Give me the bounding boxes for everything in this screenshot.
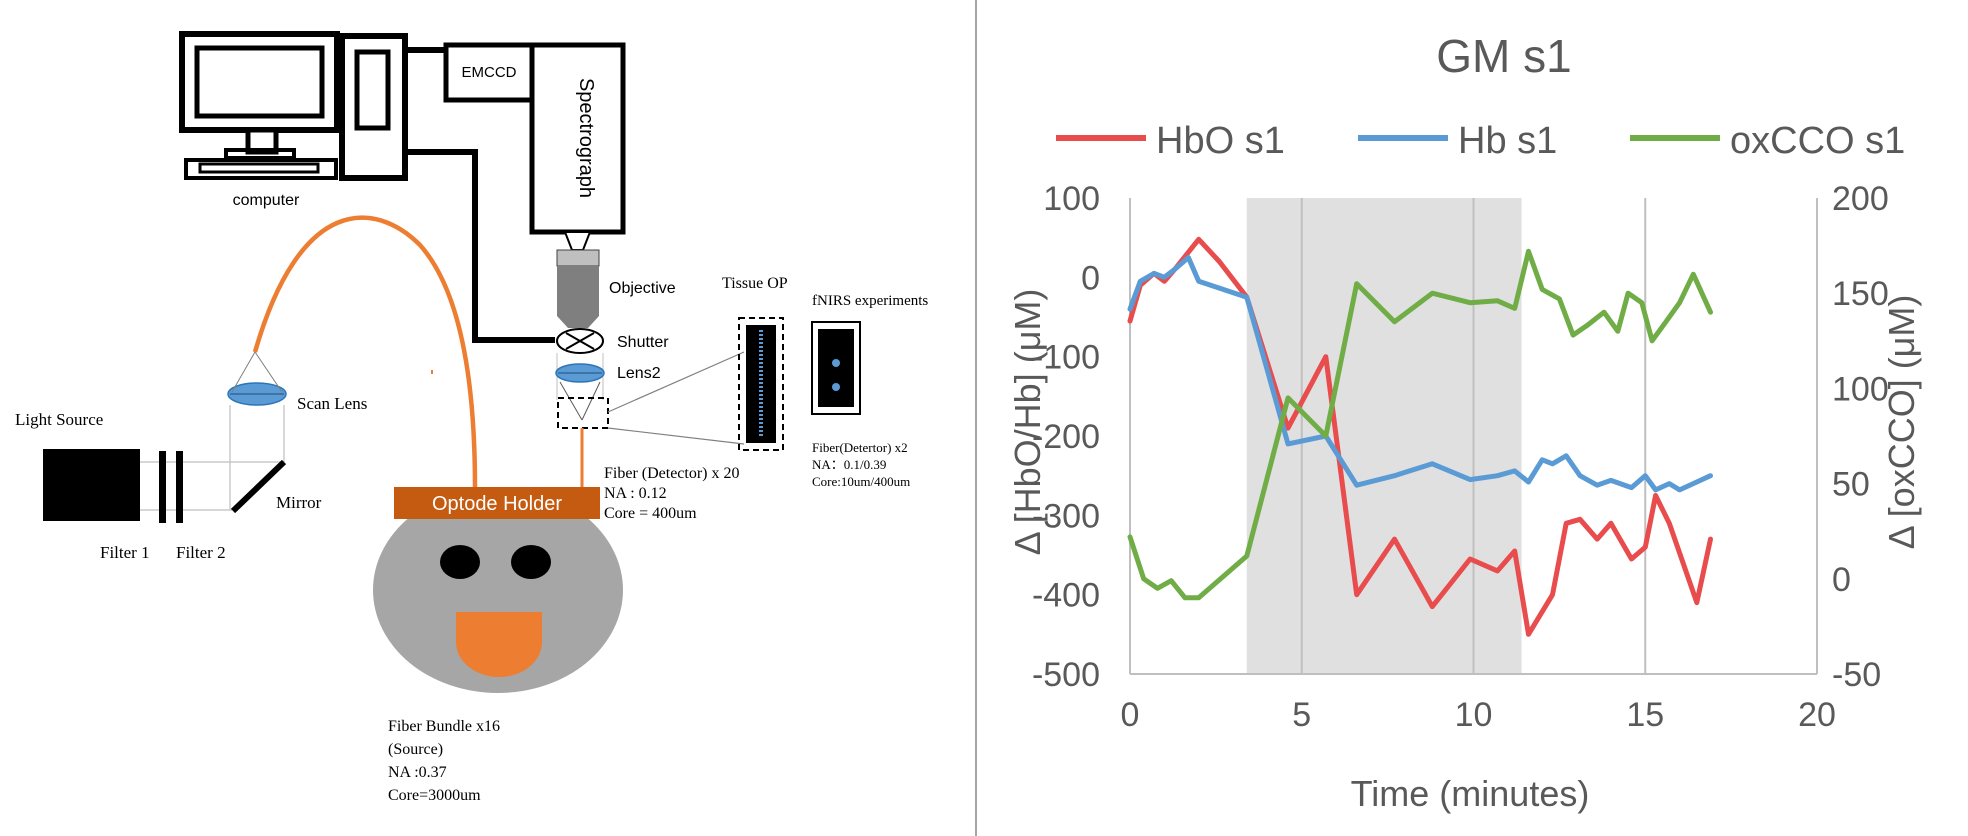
legend-label-hbo: HbO s1 [1156, 120, 1285, 162]
x-tick-label: 10 [1455, 696, 1493, 734]
scan-lens-ray [254, 351, 283, 393]
mirror-icon [230, 459, 287, 514]
fiber-bundle-line: Core=3000um [388, 787, 481, 804]
tissue-op-dashed-box [738, 317, 784, 451]
scan-lens-label: Scan Lens [297, 394, 367, 413]
head-icon [373, 487, 623, 693]
fiber-detector2-line: NA：0.1/0.39 [812, 457, 886, 472]
focus-ray [559, 381, 583, 421]
fnirs-label: fNIRS experiments [812, 293, 928, 309]
lens2-label: Lens2 [617, 365, 661, 382]
chart: GM s1 HbO s1 Hb s1 oxCCO s1 0 5 10 15 20 100 0… [1007, 30, 1922, 814]
fiber-tip-zoom-box [557, 397, 609, 429]
emccd-label: EMCCD [462, 64, 517, 81]
fnirs-probe-icon [818, 329, 854, 407]
y-tick-label-left: -500 [1032, 656, 1100, 694]
computer-tower-icon [339, 33, 408, 181]
stimulus-shaded-region [1246, 198, 1522, 674]
shutter-label: Shutter [617, 334, 669, 351]
chart-title: GM s1 [1436, 30, 1571, 82]
legend-label-oxcco: oxCCO s1 [1730, 120, 1905, 162]
filter-2-label: Filter 2 [176, 543, 226, 562]
focus-ray [581, 381, 601, 421]
y-tick-label-left: -300 [1032, 497, 1100, 535]
y-tick-label-right: 100 [1832, 370, 1889, 408]
scan-lens-ray [231, 351, 256, 393]
objective-icon [556, 249, 600, 328]
fiber-detector-line: Fiber (Detector) x 20 [604, 465, 740, 482]
source-fiber-bundle [252, 215, 478, 489]
tissue-op-probe-icon [746, 325, 776, 443]
x-tick-label: 5 [1292, 696, 1311, 734]
computer-label: computer [233, 192, 300, 209]
x-axis-label: Time (minutes) [1351, 773, 1590, 814]
y-tick-label-right: 0 [1832, 561, 1851, 599]
computer-monitor-icon [179, 31, 340, 160]
y-axis-label-right: Δ [oxCCO] (μM) [1881, 295, 1922, 550]
series-line-hbo [1127, 236, 1713, 637]
x-tick-label: 0 [1121, 696, 1140, 734]
lens2-icon [555, 363, 605, 383]
y-tick-label-right: 200 [1832, 180, 1889, 218]
x-tick-label: 15 [1626, 696, 1664, 734]
optode-holder [394, 487, 600, 519]
y-tick-label-left: -100 [1032, 339, 1100, 377]
x-tick-label: 20 [1798, 696, 1836, 734]
legend-label-hb: Hb s1 [1458, 120, 1557, 162]
y-tick-label-left: 0 [1081, 259, 1100, 297]
light-source-box [43, 449, 140, 521]
setup-diagram: computer EMCCD Spectrograph Objective Sh… [15, 31, 928, 804]
series-line-oxcco [1127, 248, 1713, 601]
tissue-op-label: Tissue OP [722, 275, 788, 292]
fiber-bundle-line: Fiber Bundle x16 [388, 718, 500, 735]
zoom-line [607, 351, 745, 413]
y-tick-label-left: -400 [1032, 577, 1100, 615]
series-line-hb [1127, 255, 1713, 493]
y-tick-label-right: 150 [1832, 275, 1889, 313]
y-tick-label-left: 100 [1043, 180, 1100, 218]
fiber-detector-line: Core = 400um [604, 505, 697, 522]
y-axis-label-left: Δ [HbO/Hb] (μM) [1007, 289, 1048, 556]
filter-1-icon [159, 451, 166, 523]
objective-label: Objective [609, 280, 676, 297]
legend: HbO s1 Hb s1 oxCCO s1 [1056, 120, 1905, 162]
y-tick-label-left: -200 [1032, 418, 1100, 456]
shutter-icon [556, 328, 604, 354]
zoom-line [607, 427, 745, 445]
fiber-detector2-line: Core:10um/400um [812, 474, 910, 489]
fiber-bundle-line: NA :0.37 [388, 764, 447, 781]
spectrograph-cone [563, 231, 592, 251]
plot-area: 0 5 10 15 201000-100-200-300-400-50020015010… [1032, 180, 1889, 734]
filter-2-icon [176, 451, 183, 523]
optode-holder-label: Optode Holder [432, 493, 562, 515]
y-tick-label-right: 50 [1832, 466, 1870, 504]
keyboard-icon [184, 158, 338, 180]
fiber-detector-line: NA : 0.12 [604, 485, 667, 502]
light-source-label: Light Source [15, 410, 103, 429]
scan-lens-icon [227, 382, 287, 406]
computer-shutter-cable [405, 149, 555, 343]
fiber-detector2-line: Fiber(Detertor) x2 [812, 440, 908, 455]
y-tick-label-right: -50 [1832, 656, 1881, 694]
fiber-bundle-line: (Source) [388, 741, 443, 758]
mirror-label: Mirror [276, 493, 322, 512]
spectrograph-label: Spectrograph [575, 78, 597, 198]
filter-1-label: Filter 1 [100, 543, 150, 562]
